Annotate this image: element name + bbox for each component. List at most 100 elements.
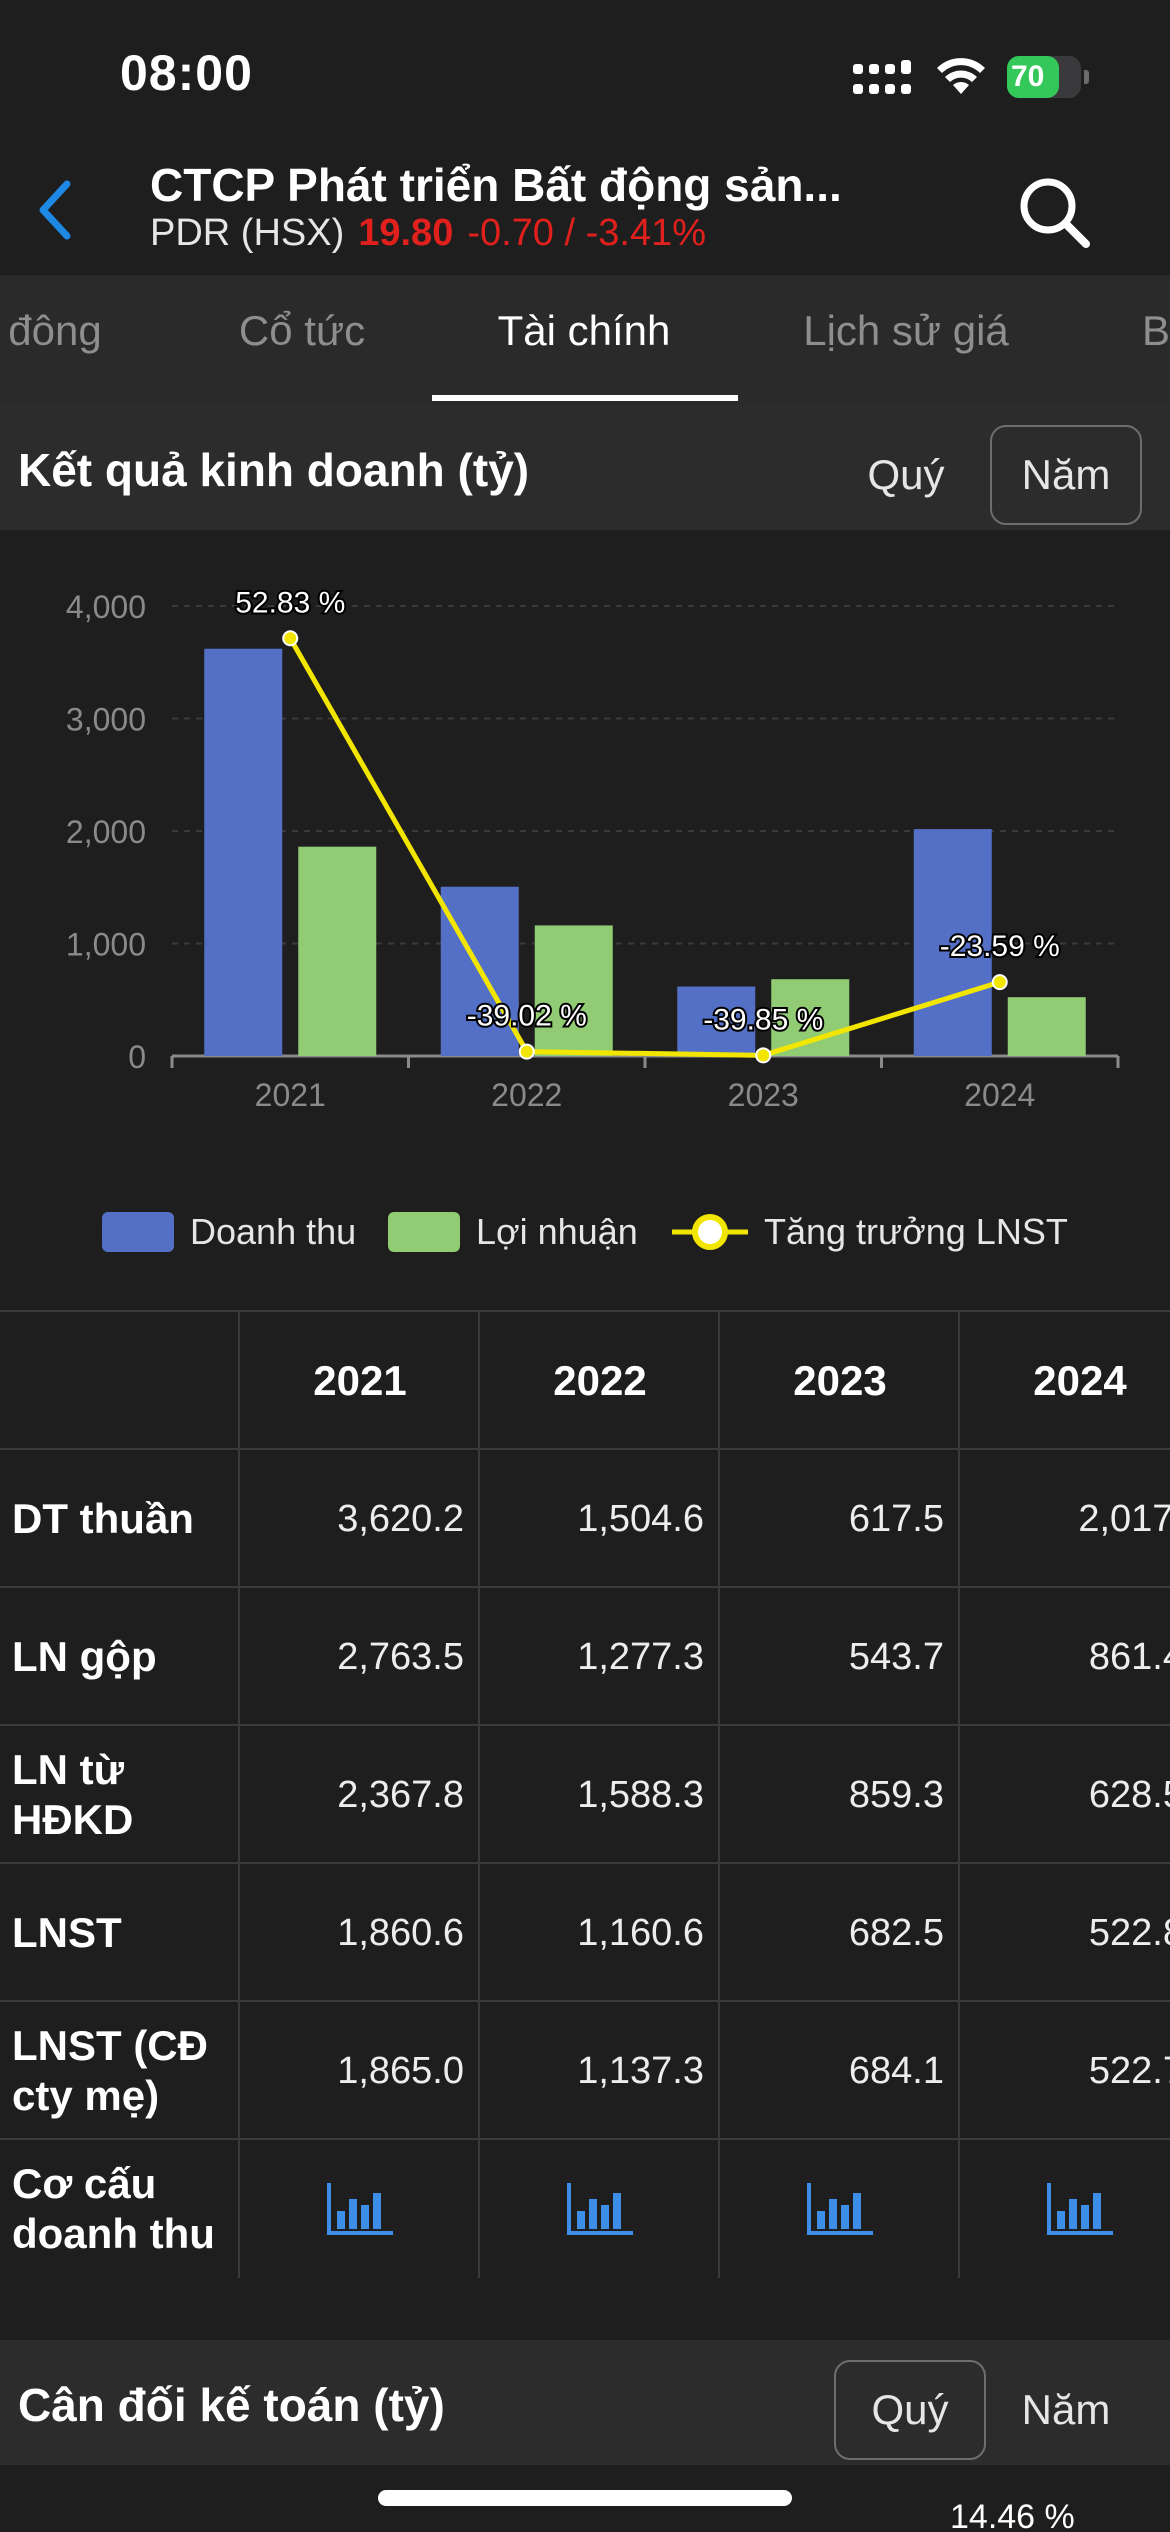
bar-profit	[298, 846, 377, 1056]
back-button[interactable]	[20, 170, 90, 250]
tab-bar: đông Cổ tức Tài chính Lịch sử giá B	[0, 275, 1170, 405]
column-divider	[238, 2002, 240, 2140]
column-divider	[958, 1726, 960, 1864]
column-divider	[238, 1726, 240, 1864]
bar-revenue	[204, 648, 283, 1056]
table-cell: 522.8	[1088, 1911, 1170, 1954]
column-divider	[958, 2002, 960, 2140]
growth-point	[755, 1047, 772, 1064]
column-divider	[238, 1312, 240, 1450]
row-label: DT thuần	[12, 1495, 194, 1542]
year-button[interactable]: Năm	[1021, 2386, 1111, 2433]
legend-label-profit: Lợi nhuận	[476, 1211, 638, 1252]
wifi-icon	[937, 58, 985, 94]
table-cell: 1,504.6	[577, 1497, 704, 1540]
row-label: LN từ HĐKD	[12, 1746, 134, 1843]
stock-header: CTCP Phát triển Bất động sản... PDR (HSX…	[0, 150, 1170, 275]
column-divider	[718, 2140, 720, 2278]
bar-chart-icon	[567, 2183, 633, 2235]
revenue-structure-button[interactable]	[720, 2140, 960, 2278]
bar-profit	[534, 925, 613, 1056]
chevron-left-icon	[39, 180, 71, 240]
column-divider	[958, 1450, 960, 1588]
balance-section-header: Cân đối kế toán (tỷ) Quý Năm	[0, 2340, 1170, 2465]
legend-swatch-growth-marker	[692, 1214, 728, 1250]
price-change: -0.70 / -3.41%	[467, 212, 707, 254]
column-divider	[478, 2002, 480, 2140]
tab-shareholders[interactable]: đông	[8, 307, 102, 354]
x-tick-label: 2023	[728, 1077, 799, 1113]
legend-swatch-profit	[388, 1212, 460, 1252]
bar-profit	[1007, 997, 1086, 1056]
column-divider	[718, 1312, 720, 1450]
active-tab-indicator	[432, 395, 738, 401]
row-label: LNST (CĐ cty mẹ)	[12, 2022, 208, 2119]
y-tick-label: 3,000	[66, 702, 146, 738]
year-header: 2023	[793, 1357, 887, 1404]
row-label: Cơ cấu doanh thu	[12, 2160, 215, 2257]
year-button[interactable]: Năm	[990, 425, 1142, 525]
quarter-button[interactable]: Quý	[834, 2360, 986, 2460]
y-tick-label: 2,000	[66, 814, 146, 850]
legend-label-growth: Tăng trưởng LNST	[764, 1211, 1068, 1252]
revenue-structure-button[interactable]	[960, 2140, 1170, 2278]
column-divider	[238, 2140, 240, 2278]
table-header-row: 2021 2022 2023 2024	[0, 1310, 1170, 1450]
growth-label: -39.02 %	[467, 1000, 587, 1033]
table-cell: 2,017.	[1078, 1497, 1170, 1540]
tab-financials[interactable]: Tài chính	[497, 307, 671, 354]
tab-more[interactable]: B	[1141, 307, 1170, 354]
table-row: LNST 1,860.6 1,160.6 682.5 522.8	[0, 1862, 1170, 2002]
income-section-header: Kết quả kinh doanh (tỷ) Quý Năm	[0, 405, 1170, 530]
partial-growth-label: 14.46 %	[950, 2498, 1075, 2532]
table-cell: 682.5	[848, 1911, 944, 1954]
section-title: Kết quả kinh doanh (tỷ)	[18, 444, 530, 496]
tab-price-history[interactable]: Lịch sử giá	[803, 307, 1009, 354]
table-row: LN gộp 2,763.5 1,277.3 543.7 861.4	[0, 1586, 1170, 1726]
column-divider	[238, 1864, 240, 2002]
legend-swatch-revenue	[102, 1212, 174, 1252]
table-cell: 684.1	[848, 2049, 944, 2092]
table-cell: 2,763.5	[337, 1635, 464, 1678]
legend-label-revenue: Doanh thu	[190, 1211, 356, 1252]
table-cell: 3,620.2	[337, 1497, 464, 1540]
column-divider	[958, 1588, 960, 1726]
column-divider	[958, 1864, 960, 2002]
battery-icon: 70	[1007, 56, 1089, 98]
column-divider	[238, 1450, 240, 1588]
status-bar: 08:00 70	[0, 0, 1170, 150]
revenue-structure-button[interactable]	[480, 2140, 720, 2278]
company-name: CTCP Phát triển Bất động sản...	[150, 159, 842, 211]
column-divider	[238, 1588, 240, 1726]
x-tick-label: 2021	[255, 1077, 326, 1113]
tab-dividends[interactable]: Cổ tức	[238, 307, 366, 354]
column-divider	[718, 1588, 720, 1726]
home-indicator[interactable]	[378, 2490, 792, 2506]
status-time: 08:00	[120, 45, 253, 101]
income-chart: 0 1,000 2,000 3,000 4,000 2021 2022 2023 2024 52.…	[0, 530, 1170, 1310]
table-cell: 859.3	[848, 1773, 944, 1816]
column-divider	[718, 1864, 720, 2002]
cellular-signal-icon	[853, 60, 911, 94]
growth-label: 52.83 %	[235, 586, 345, 619]
table-cell: 2,367.8	[337, 1773, 464, 1816]
quarter-button[interactable]: Quý	[867, 451, 945, 498]
column-divider	[958, 2140, 960, 2278]
search-button[interactable]	[1010, 168, 1100, 258]
year-header: 2024	[1033, 1357, 1127, 1404]
table-cell: 1,277.3	[577, 1635, 704, 1678]
income-chart-svg: 0 1,000 2,000 3,000 4,000 2021 2022 2023 2024 52.…	[66, 584, 1120, 1252]
section-title: Cân đối kế toán (tỷ)	[18, 2379, 445, 2431]
revenue-structure-button[interactable]	[240, 2140, 480, 2278]
bar-chart-icon	[1047, 2183, 1113, 2235]
table-cell: 1,137.3	[577, 2049, 704, 2092]
search-icon	[1020, 178, 1090, 248]
table-row: LNST (CĐ cty mẹ) 1,865.0 1,137.3 684.1 522.7	[0, 2000, 1170, 2140]
table-cell: 543.7	[848, 1635, 944, 1678]
ticker-line: PDR (HSX) 19.80 -0.70 / -3.41%	[150, 212, 706, 255]
column-divider	[478, 1726, 480, 1864]
bar-revenue	[913, 829, 992, 1056]
column-divider	[478, 1450, 480, 1588]
table-row: LN từ HĐKD 2,367.8 1,588.3 859.3 628.5	[0, 1724, 1170, 1864]
column-divider	[958, 1312, 960, 1450]
